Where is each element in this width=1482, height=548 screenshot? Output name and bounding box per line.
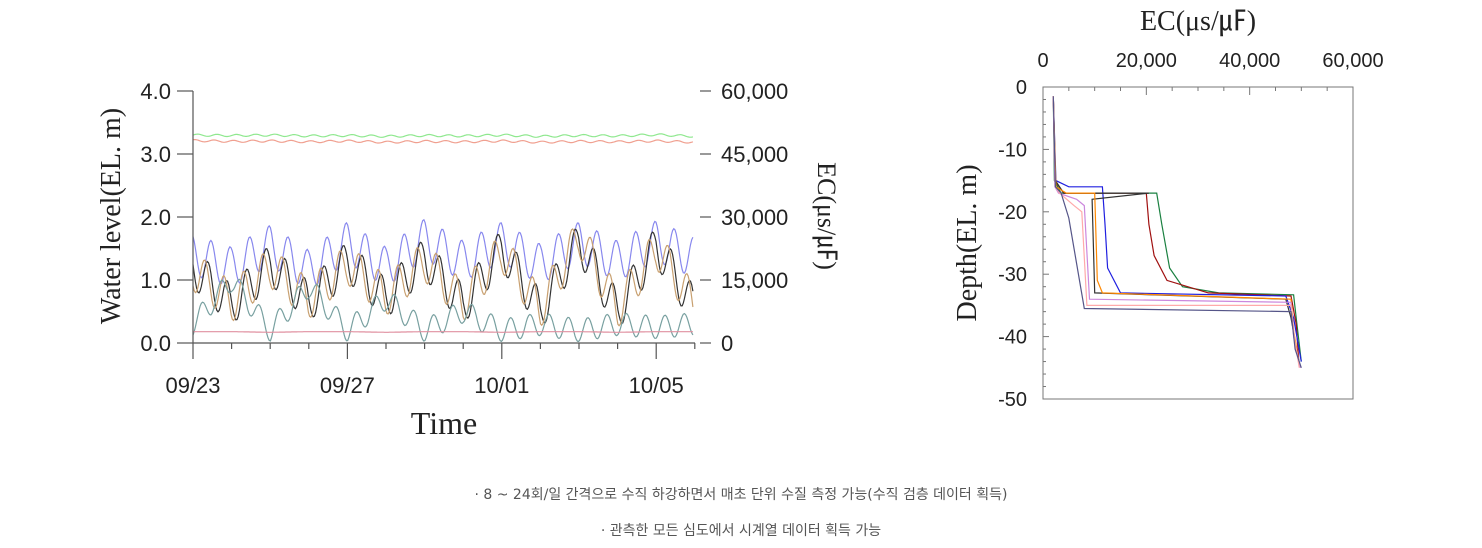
depth-profile-axes: 0 20,000 40,000 60,000 0 -10 -20 -30 -40 -50 bbox=[998, 50, 1383, 411]
time-series-line-4 bbox=[192, 228, 694, 324]
time-series-chart: 0.0 1.0 2.0 3.0 4.0 0 15,000 30,000 45,000 60,000… bbox=[96, 79, 841, 441]
depth-profile-line-1 bbox=[1052, 96, 1302, 362]
y-tick-label: -10 bbox=[998, 139, 1027, 161]
y-tick-label: -20 bbox=[998, 202, 1027, 224]
x-tick-label: 40,000 bbox=[1219, 50, 1280, 72]
time-series-line-5 bbox=[192, 228, 694, 327]
caption-line-2: · 관측한 모든 심도에서 시계열 데이터 획득 가능 bbox=[600, 523, 882, 539]
time-series-lines bbox=[192, 133, 694, 343]
x-tick-label: 10/01 bbox=[474, 373, 529, 398]
figure-canvas: 0.0 1.0 2.0 3.0 4.0 0 15,000 30,000 45,000 60,000… bbox=[96, 6, 1384, 441]
y-tick-label: 4.0 bbox=[140, 79, 171, 104]
depth-profile-y-axis-label: Depth(EL. m) bbox=[952, 164, 983, 321]
depth-profile-line-4 bbox=[1052, 96, 1300, 362]
time-series-x-axis-label: Time bbox=[411, 405, 477, 441]
time-series-line-1 bbox=[192, 133, 693, 138]
x-tick-label: 09/27 bbox=[320, 373, 375, 398]
y-tick-label: 0 bbox=[1016, 77, 1027, 99]
y2-tick-label: 45,000 bbox=[721, 142, 788, 167]
caption-line-1: · 8 ~ 24회/일 간격으로 수직 하강하면서 매초 단위 수질 측정 가능… bbox=[474, 487, 1008, 503]
depth-profile-x-axis-label: EC(μs/㎌) bbox=[1140, 6, 1256, 37]
depth-profile-line-7 bbox=[1052, 96, 1300, 368]
y-tick-label: 3.0 bbox=[140, 142, 171, 167]
x-tick-label: 60,000 bbox=[1322, 50, 1383, 72]
x-tick-label: 20,000 bbox=[1116, 50, 1177, 72]
x-tick-label: 0 bbox=[1037, 50, 1048, 72]
time-series-line-3 bbox=[192, 218, 694, 286]
y2-tick-label: 0 bbox=[721, 331, 733, 356]
y-tick-label: -40 bbox=[998, 327, 1027, 349]
time-series-line-2 bbox=[192, 139, 694, 144]
y2-tick-label: 15,000 bbox=[721, 268, 788, 293]
depth-profile-line-3 bbox=[1052, 96, 1302, 362]
time-series-line-7 bbox=[193, 331, 693, 333]
x-tick-label: 09/23 bbox=[165, 373, 220, 398]
depth-profile-line-6 bbox=[1052, 96, 1301, 368]
depth-profile-line-5 bbox=[1052, 96, 1300, 362]
depth-profile-line-8 bbox=[1052, 96, 1302, 368]
y-tick-label: -30 bbox=[998, 264, 1027, 286]
y-tick-label: 2.0 bbox=[140, 205, 171, 230]
y-tick-label: 1.0 bbox=[140, 268, 171, 293]
depth-profile-chart: 0 20,000 40,000 60,000 0 -10 -20 -30 -40 -50 EC(μ… bbox=[952, 6, 1384, 411]
depth-profile-line-2 bbox=[1052, 96, 1300, 362]
x-tick-label: 10/05 bbox=[629, 373, 684, 398]
time-series-y2-axis-label: EC(μs/㎌) bbox=[812, 162, 841, 270]
plot-frame bbox=[1042, 86, 1354, 400]
y-tick-label: -50 bbox=[998, 389, 1027, 411]
y2-tick-label: 30,000 bbox=[721, 205, 788, 230]
time-series-line-6 bbox=[192, 278, 694, 343]
depth-profile-lines bbox=[1052, 96, 1302, 368]
time-series-y-axis-label: Water level(EL. m) bbox=[96, 108, 127, 324]
y2-tick-label: 60,000 bbox=[721, 79, 788, 104]
time-series-axes: 0.0 1.0 2.0 3.0 4.0 0 15,000 30,000 45,000 60,000… bbox=[140, 79, 788, 398]
y-tick-label: 0.0 bbox=[140, 331, 171, 356]
